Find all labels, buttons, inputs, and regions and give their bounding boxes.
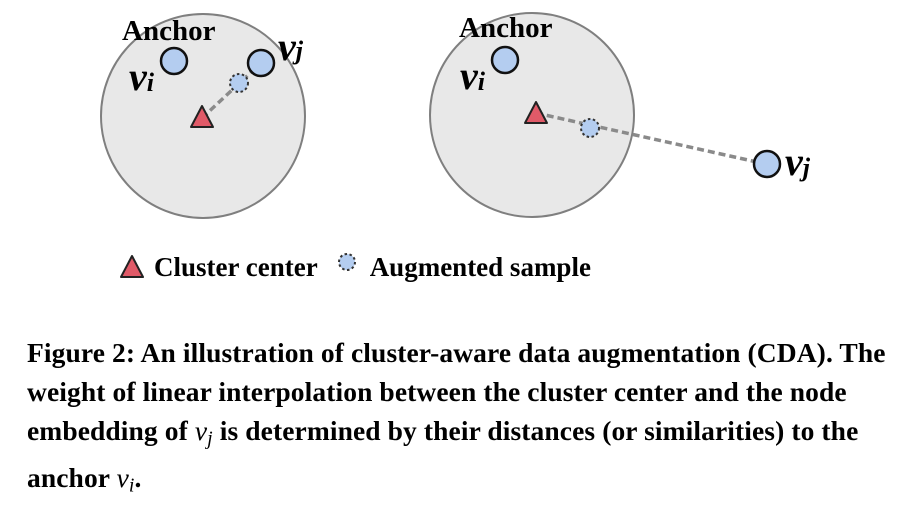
augmented-sample [580, 118, 600, 138]
caption-text-3: . [134, 462, 142, 494]
node-vj [752, 149, 782, 179]
anchor-node-vi [490, 45, 520, 75]
augmented-sample-dotted-circle-icon [334, 253, 362, 281]
figure-caption: Figure 2: An illustration of cluster-awa… [27, 333, 897, 506]
cluster-center-marker [190, 105, 214, 128]
panel-left: Anchor vi vj [100, 13, 306, 219]
legend-augmented-sample-label: Augmented sample [369, 251, 591, 282]
cda-diagram: Anchor vi vj Anchor vi vj [100, 12, 811, 219]
vi-label: vi [129, 54, 155, 99]
panel-right: Anchor vi vj [429, 12, 811, 218]
caption-text-2: is determined by their distances (or sim… [27, 415, 859, 494]
anchor-label: Anchor [122, 15, 216, 47]
vj-label: vj [278, 24, 304, 69]
cluster-center-triangle-icon [118, 253, 146, 281]
caption-text-1: Figure 2: An illustration of cluster-awa… [27, 337, 886, 446]
vj-label: vj [785, 139, 811, 184]
interpolation-line [535, 111, 767, 166]
node-vj [246, 48, 276, 78]
caption-math-vi: vi [116, 462, 135, 497]
caption-math-vj: vj [194, 415, 213, 450]
anchor-node-vi [159, 46, 189, 76]
cluster-center-marker [524, 101, 548, 124]
augmented-sample [229, 73, 249, 93]
legend-cluster-center-label: Cluster center [154, 251, 318, 282]
vi-label: vi [460, 53, 486, 98]
anchor-label: Anchor [459, 12, 553, 44]
legend: Cluster center Augmented sample [118, 246, 591, 288]
